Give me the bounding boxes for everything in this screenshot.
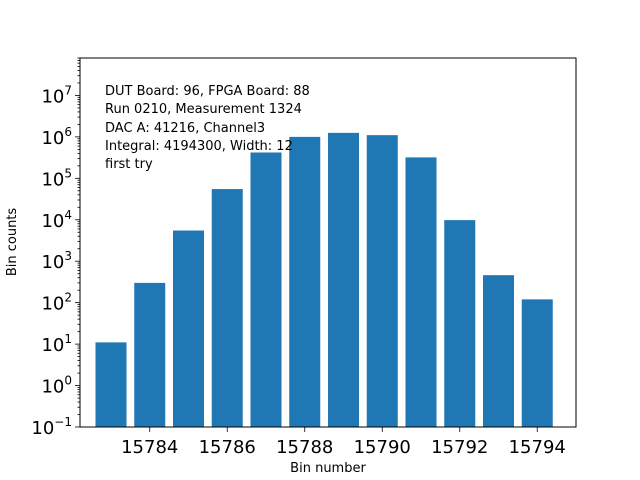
x-tick-label: 15788	[276, 437, 333, 458]
bar-15791	[405, 157, 437, 427]
bar-15783	[95, 342, 127, 427]
x-tick-label: 15792	[431, 437, 488, 458]
bar-15789	[328, 132, 359, 428]
annotation-line: DAC A: 41216, Channel3	[105, 121, 265, 136]
y-tick-label: 100	[41, 374, 72, 398]
y-tick-label: 105	[41, 166, 72, 190]
x-tick-label: 15784	[121, 437, 178, 458]
y-axis-label: Bin counts	[5, 208, 20, 277]
y-axis-ticks: 107 106 105 104 103 102 101 100 10−1	[31, 57, 80, 439]
y-tick-label: 104	[41, 208, 72, 232]
annotation-box: DUT Board: 96, FPGA Board: 88 Run 0210, …	[105, 84, 310, 172]
bar-15792	[444, 220, 476, 427]
bar-15784	[134, 282, 166, 427]
y-tick-label: 106	[41, 125, 72, 149]
y-tick-label: 101	[41, 332, 72, 356]
annotation-line: first try	[105, 157, 153, 172]
y-tick-label: 103	[41, 249, 72, 273]
x-tick-label: 15794	[509, 437, 566, 458]
x-axis-ticks: 15784 15786 15788 15790 15792 15794	[121, 427, 566, 458]
annotation-line: DUT Board: 96, FPGA Board: 88	[105, 84, 310, 99]
bar-15788	[289, 136, 321, 427]
bar-15787	[250, 152, 282, 428]
y-tick-label: 10−1	[31, 415, 72, 439]
bar-15794	[521, 299, 553, 427]
annotation-line: Integral: 4194300, Width: 12	[105, 139, 293, 154]
x-tick-label: 15786	[199, 437, 256, 458]
x-tick-label: 15790	[354, 437, 411, 458]
plot-frame	[79, 57, 577, 428]
bar-group	[95, 132, 553, 428]
bar-15786	[211, 189, 243, 427]
bar-15793	[483, 275, 514, 427]
y-tick-label: 107	[41, 83, 72, 107]
y-tick-label: 102	[41, 291, 72, 315]
annotation-line: Run 0210, Measurement 1324	[105, 102, 302, 117]
x-axis-label: Bin number	[290, 461, 366, 476]
bar-15785	[173, 230, 204, 427]
bar-15790	[366, 135, 398, 427]
